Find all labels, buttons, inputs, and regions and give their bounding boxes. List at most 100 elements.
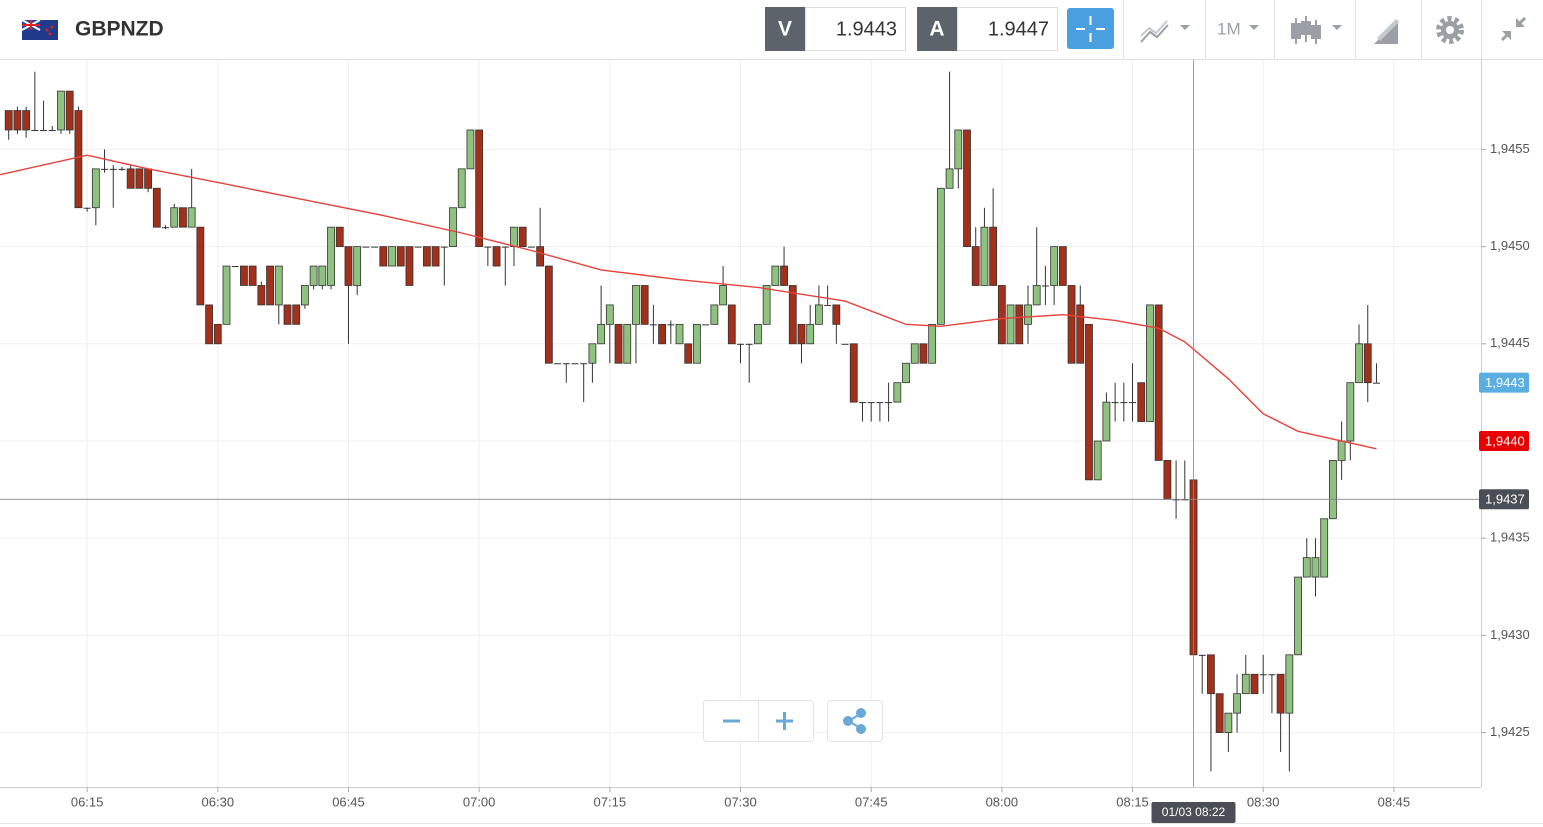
- candle-body: [727, 304, 736, 345]
- sell-price: 1.9443: [836, 18, 897, 40]
- candle-body: [1207, 654, 1215, 695]
- candle-body: [1241, 673, 1250, 695]
- candle-body: [562, 363, 570, 365]
- candle-body: [65, 90, 74, 131]
- candle-body: [1050, 246, 1059, 286]
- drawing-tool-button[interactable]: [1374, 19, 1399, 44]
- candle-body: [135, 168, 144, 189]
- candle-body: [457, 168, 466, 209]
- flag-icon: [21, 19, 58, 40]
- crosshair-time-box: [1151, 802, 1236, 823]
- candle-body: [980, 226, 989, 286]
- candle-body: [422, 246, 431, 267]
- candle-body: [309, 265, 318, 286]
- candle-style-button[interactable]: [1291, 16, 1342, 44]
- candle-body: [405, 246, 414, 286]
- candle-body: [222, 265, 231, 325]
- candle-body: [554, 363, 562, 365]
- candle-body: [945, 168, 954, 189]
- crosshair-price-tag-box: [1479, 489, 1529, 510]
- candle-body: [510, 226, 518, 248]
- candle-body: [1355, 343, 1363, 384]
- candle-body: [989, 226, 998, 286]
- candle-body: [1363, 343, 1372, 384]
- candle-body: [118, 168, 126, 170]
- share-button[interactable]: [843, 708, 866, 734]
- x-tick-label: 06:15: [71, 794, 104, 809]
- buy-label[interactable]: A: [929, 18, 944, 41]
- candle-body: [101, 168, 109, 170]
- candle-body: [675, 323, 684, 345]
- candle-body: [475, 129, 484, 248]
- candle-body: [762, 285, 771, 325]
- candle-body: [1067, 285, 1076, 364]
- buy-button[interactable]: [917, 7, 957, 51]
- candle-body: [248, 265, 257, 286]
- candle-body: [109, 168, 117, 170]
- zoom-in[interactable]: [776, 712, 793, 730]
- candle-body: [91, 168, 100, 209]
- crosshair-time-label: 01/03 08:22: [1162, 805, 1226, 819]
- candle-body: [240, 265, 248, 286]
- candle-body: [710, 304, 719, 325]
- candle-body: [815, 304, 823, 325]
- candle-body: [170, 207, 179, 228]
- overlay: 01/03 08:22 1,9443 1,9440 1,9437: [0, 60, 1529, 823]
- settings-button[interactable]: [1436, 16, 1464, 44]
- buy-price-box: [957, 7, 1058, 51]
- candle-body: [719, 285, 727, 306]
- candle-body: [440, 246, 448, 248]
- crosshair-button[interactable]: [1067, 8, 1114, 49]
- candle-body: [1015, 304, 1024, 345]
- price-tag-box: [1479, 372, 1529, 393]
- candle-body: [414, 246, 422, 248]
- candle-body: [623, 323, 632, 364]
- candle-body: [1102, 401, 1111, 442]
- price-tag-box: [1479, 430, 1529, 451]
- candle-body: [1233, 693, 1241, 714]
- candle-body: [693, 323, 701, 364]
- candle-body: [283, 304, 292, 325]
- candle-body: [1268, 674, 1276, 676]
- candle-body: [971, 246, 980, 286]
- candle-body: [388, 246, 396, 267]
- sell-label[interactable]: V: [778, 18, 792, 41]
- candle-body: [1276, 673, 1285, 714]
- candle-body: [301, 285, 309, 306]
- candle-body: [4, 110, 13, 131]
- candle-body: [335, 226, 344, 248]
- x-tick-label: 06:30: [202, 794, 235, 809]
- candle-body: [885, 402, 893, 404]
- candle-body: [780, 265, 788, 286]
- candle-body: [1285, 654, 1294, 714]
- x-tick-label: 07:00: [463, 794, 496, 809]
- x-tick-label: 08:00: [986, 794, 1019, 809]
- candle-body: [396, 246, 405, 267]
- candle-body: [22, 110, 31, 131]
- candle-body: [910, 343, 919, 364]
- candle-body: [196, 226, 205, 306]
- candle-body: [544, 265, 553, 364]
- chart-type-button[interactable]: [1140, 20, 1190, 43]
- x-tick-label: 08:15: [1116, 794, 1149, 809]
- candle-body: [902, 362, 910, 384]
- buy-price: 1.9447: [988, 18, 1049, 40]
- candle-body: [179, 207, 187, 228]
- timeframe[interactable]: 1M: [1217, 19, 1241, 38]
- collapse-button[interactable]: [1500, 16, 1527, 42]
- candle-body: [371, 246, 379, 248]
- timeframe-arrow[interactable]: [1249, 25, 1259, 30]
- x-tick-label: 07:45: [855, 794, 888, 809]
- candle-body: [640, 285, 649, 325]
- candle-body: [1085, 323, 1093, 481]
- candle-body: [536, 246, 545, 267]
- candle-body: [571, 363, 579, 365]
- y-tick-label: 1,9445: [1490, 335, 1530, 350]
- candle-body: [1337, 440, 1346, 461]
- sell-button[interactable]: [765, 7, 805, 51]
- candle-body: [605, 304, 614, 325]
- candle-body: [841, 343, 849, 345]
- candle-body: [797, 323, 806, 345]
- candle-body: [1259, 674, 1267, 676]
